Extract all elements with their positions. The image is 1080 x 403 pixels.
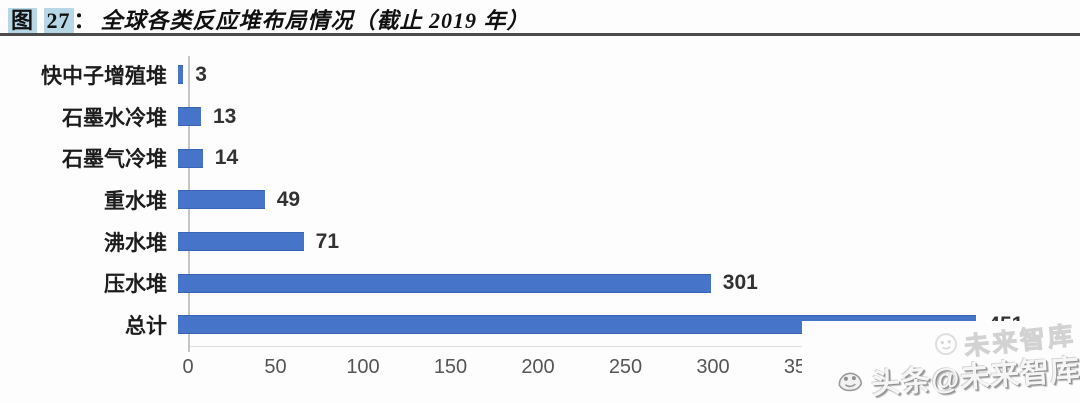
watermark: 未来智库 头条@未来智库 [802,321,1080,403]
chart-row: 压水堆 301 [0,262,1063,304]
x-tick-label: 200 [521,356,555,378]
chart-row: 石墨水冷堆 13 [0,96,1063,138]
figure-number: 27 [43,8,74,33]
x-tick-label: 150 [433,356,468,378]
x-axis-line [188,346,1063,347]
figure-title-text: 全球各类反应堆布局情况（截止 2019 年） [100,8,530,33]
chart-row: 石墨气冷堆 14 [0,137,1063,179]
bar-zone: 301 [178,271,1063,295]
bar [178,190,265,210]
bar [178,232,304,252]
bar-chart: 快中子增殖堆 3 石墨水冷堆 13 石墨气冷堆 14 重水堆 49 [0,54,1063,352]
x-tick-label: 250 [608,356,643,378]
category-label: 快中子增殖堆 [41,64,167,88]
x-tick-label: 100 [346,356,380,378]
bar [178,148,203,168]
value-label: 49 [276,187,301,211]
title-separator: ： [73,8,97,33]
title-space [37,8,44,33]
bar-zone: 451 [178,313,1063,337]
x-tick-label: 0 [182,356,194,378]
bar-zone: 49 [178,188,1063,212]
x-tick-label: 300 [696,356,730,378]
category-label: 压水堆 [104,273,167,297]
watermark-front: 头条@未来智库 [832,346,1080,403]
chart-row: 重水堆 49 [0,179,1063,221]
watermark-front-text: 头条@未来智库 [870,354,1080,401]
value-label: 301 [722,271,758,295]
value-label: 13 [213,104,237,128]
figure-title: 图 27：全球各类反应堆布局情况（截止 2019 年） [8,3,530,35]
bar [178,315,977,335]
chart-row: 沸水堆 71 [0,221,1063,263]
bar-zone: 71 [178,230,1063,254]
toutiao-face-icon [832,361,869,403]
category-label: 沸水堆 [104,231,167,255]
category-label: 石墨水冷堆 [62,106,167,130]
chart-row: 快中子增殖堆 3 [0,54,1063,96]
x-tick-label: 50 [264,356,287,378]
bar-zone: 13 [178,105,1063,129]
bar [178,273,711,293]
bar-zone: 14 [178,146,1063,170]
title-underline [0,33,1080,36]
chart-row: 总计 451 [0,304,1063,346]
figure-prefix: 图 [8,8,38,33]
snowflake-logo-icon [932,329,961,365]
value-label: 14 [214,146,239,170]
bar-zone: 3 [178,63,1063,87]
category-label: 重水堆 [104,189,167,213]
watermark-back: 未来智库 [931,316,1078,367]
value-label: 3 [195,62,207,86]
category-label: 总计 [125,314,167,338]
bar [178,65,184,85]
value-label: 71 [315,229,340,253]
bar [178,107,201,127]
category-label: 石墨气冷堆 [62,148,167,172]
